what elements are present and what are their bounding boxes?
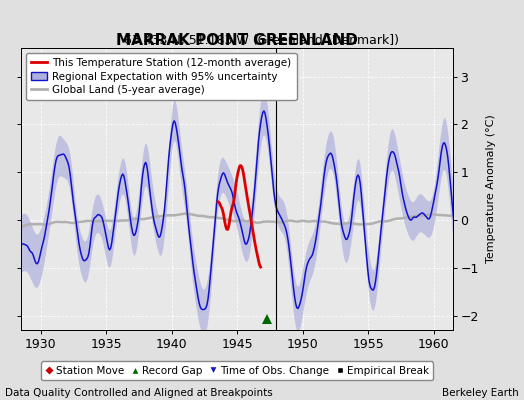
Text: Berkeley Earth: Berkeley Earth — [442, 388, 519, 398]
Title: MARRAK POINT GREENLAND: MARRAK POINT GREENLAND — [116, 33, 358, 48]
Text: 63.433 N, 51.183 W (Greenland [Denmark]): 63.433 N, 51.183 W (Greenland [Denmark]) — [125, 34, 399, 47]
Y-axis label: Temperature Anomaly (°C): Temperature Anomaly (°C) — [486, 115, 496, 263]
Legend: Station Move, Record Gap, Time of Obs. Change, Empirical Break: Station Move, Record Gap, Time of Obs. C… — [41, 362, 433, 380]
Text: Data Quality Controlled and Aligned at Breakpoints: Data Quality Controlled and Aligned at B… — [5, 388, 273, 398]
